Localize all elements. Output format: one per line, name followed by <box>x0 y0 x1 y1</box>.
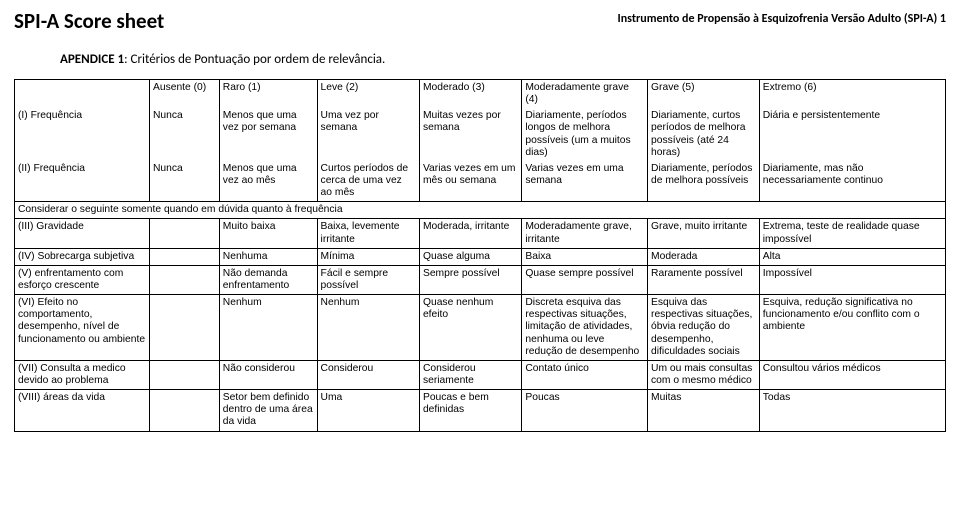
table-row: (III) Gravidade Muito baixa Baixa, levem… <box>15 219 946 248</box>
table-row: (IV) Sobrecarga subjetiva Nenhuma Mínima… <box>15 248 946 265</box>
table-cell: (I) Frequência <box>15 108 150 161</box>
appendix-rest: : Critérios de Pontuação por ordem de re… <box>124 52 385 67</box>
table-cell: (VII) Consulta a medico devido ao proble… <box>15 360 150 389</box>
table-cell: Nenhum <box>219 295 317 361</box>
table-cell: Não considerou <box>219 360 317 389</box>
table-cell: Alta <box>759 248 945 265</box>
table-cell: Nenhuma <box>219 248 317 265</box>
table-cell: Um ou mais consultas com o mesmo médico <box>648 360 760 389</box>
table-cell: Impossível <box>759 265 945 294</box>
table-cell: (V) enfrentamento com esforço crescente <box>15 265 150 294</box>
header-cell: Extremo (6) <box>759 80 945 109</box>
table-cell <box>149 248 219 265</box>
table-cell: Todas <box>759 390 945 431</box>
table-cell: (II) Frequência <box>15 161 150 202</box>
page-title: SPI-A Score sheet <box>14 8 164 34</box>
header-cell: Moderadamente grave (4) <box>522 80 648 109</box>
table-cell: Muitas <box>648 390 760 431</box>
table-row: (VII) Consulta a medico devido ao proble… <box>15 360 946 389</box>
table-cell: Nunca <box>149 161 219 202</box>
table-cell: Fácil e sempre possível <box>317 265 419 294</box>
table-cell: Moderada, irritante <box>419 219 521 248</box>
appendix-line: APENDICE 1: Critérios de Pontuação por o… <box>60 52 946 67</box>
table-cell: Setor bem definido dentro de uma área da… <box>219 390 317 431</box>
header-cell: Moderado (3) <box>419 80 521 109</box>
table-header-row: Ausente (0) Raro (1) Leve (2) Moderado (… <box>15 80 946 109</box>
table-cell: Raramente possível <box>648 265 760 294</box>
table-cell: Extrema, teste de realidade quase imposs… <box>759 219 945 248</box>
table-cell: Baixa <box>522 248 648 265</box>
table-cell: Quase sempre possível <box>522 265 648 294</box>
table-row: (II) Frequência Nunca Menos que uma vez … <box>15 161 946 202</box>
table-cell: Uma vez por semana <box>317 108 419 161</box>
table-cell: Esquiva, redução significativa no funcio… <box>759 295 945 361</box>
table-row: (V) enfrentamento com esforço crescente … <box>15 265 946 294</box>
table-cell: Muitas vezes por semana <box>419 108 521 161</box>
table-cell: Diariamente, curtos períodos de melhora … <box>648 108 760 161</box>
table-cell: Diariamente, mas não necessariamente con… <box>759 161 945 202</box>
table-cell <box>149 390 219 431</box>
page-header: SPI-A Score sheet Instrumento de Propens… <box>14 8 946 34</box>
table-cell: Não demanda enfrentamento <box>219 265 317 294</box>
table-cell: Nenhum <box>317 295 419 361</box>
note-cell: Considerar o seguinte somente quando em … <box>15 202 946 219</box>
table-cell: Contato único <box>522 360 648 389</box>
table-cell: Diariamente, períodos de melhora possíve… <box>648 161 760 202</box>
table-cell: Baixa, levemente irritante <box>317 219 419 248</box>
table-cell: (IV) Sobrecarga subjetiva <box>15 248 150 265</box>
table-cell: Varias vezes em uma semana <box>522 161 648 202</box>
header-cell: Ausente (0) <box>149 80 219 109</box>
table-cell: (VI) Efeito no comportamento, desempenho… <box>15 295 150 361</box>
header-cell <box>15 80 150 109</box>
table-cell: Grave, muito irritante <box>648 219 760 248</box>
table-cell: Poucas e bem definidas <box>419 390 521 431</box>
table-cell <box>149 219 219 248</box>
table-cell <box>149 360 219 389</box>
table-cell: Menos que uma vez ao mês <box>219 161 317 202</box>
table-cell: Moderada <box>648 248 760 265</box>
table-cell: (III) Gravidade <box>15 219 150 248</box>
table-row: (VIII) áreas da vida Setor bem definido … <box>15 390 946 431</box>
table-cell: Nunca <box>149 108 219 161</box>
table-cell: Poucas <box>522 390 648 431</box>
table-cell: Muito baixa <box>219 219 317 248</box>
table-cell: Considerou <box>317 360 419 389</box>
table-cell <box>149 295 219 361</box>
table-cell: Diariamente, períodos longos de melhora … <box>522 108 648 161</box>
table-cell: Curtos períodos de cerca de uma vez ao m… <box>317 161 419 202</box>
table-cell: Consultou vários médicos <box>759 360 945 389</box>
table-cell: Mínima <box>317 248 419 265</box>
table-cell: Varias vezes em um mês ou semana <box>419 161 521 202</box>
table-cell <box>149 265 219 294</box>
page-subtitle: Instrumento de Propensão à Esquizofrenia… <box>618 8 946 26</box>
table-cell: Uma <box>317 390 419 431</box>
table-cell: Menos que uma vez por semana <box>219 108 317 161</box>
table-cell: Sempre possível <box>419 265 521 294</box>
table-row: (VI) Efeito no comportamento, desempenho… <box>15 295 946 361</box>
note-row: Considerar o seguinte somente quando em … <box>15 202 946 219</box>
criteria-table: Ausente (0) Raro (1) Leve (2) Moderado (… <box>14 79 946 432</box>
table-cell: Quase alguma <box>419 248 521 265</box>
table-cell: Diária e persistentemente <box>759 108 945 161</box>
table-cell: Discreta esquiva das respectivas situaçõ… <box>522 295 648 361</box>
header-cell: Leve (2) <box>317 80 419 109</box>
appendix-bold: APENDICE 1 <box>60 52 124 67</box>
table-cell: Esquiva das respectivas situações, óbvia… <box>648 295 760 361</box>
header-cell: Raro (1) <box>219 80 317 109</box>
table-cell: Moderadamente grave, irritante <box>522 219 648 248</box>
table-cell: Considerou seriamente <box>419 360 521 389</box>
table-cell: Quase nenhum efeito <box>419 295 521 361</box>
table-cell: (VIII) áreas da vida <box>15 390 150 431</box>
header-cell: Grave (5) <box>648 80 760 109</box>
table-row: (I) Frequência Nunca Menos que uma vez p… <box>15 108 946 161</box>
